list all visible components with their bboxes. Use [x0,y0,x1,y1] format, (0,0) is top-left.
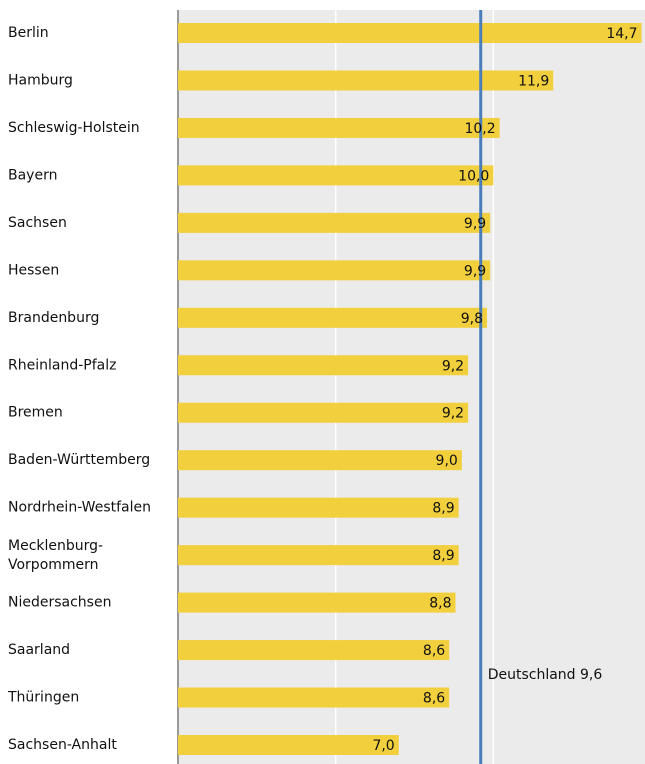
bar [178,307,488,328]
y-tick-label: Sachsen [8,215,67,231]
bar [178,23,642,43]
value-label: 10,0 [458,168,489,184]
value-label: 8,9 [432,548,454,564]
value-label: 9,2 [442,406,464,422]
y-tick-label: Nordrhein-Westfalen [8,500,151,516]
value-label: 8,8 [429,596,451,612]
bar [178,70,554,91]
y-tick-label: Berlin [8,25,49,41]
y-tick-label: Schleswig-Holstein [8,120,140,136]
value-label: 9,9 [464,263,486,279]
bar [178,497,459,518]
bar [178,212,491,233]
y-tick-label: Hamburg [8,72,73,88]
y-tick-label: Thüringen [7,690,79,706]
bar [178,592,456,613]
y-tick-label: Sachsen-Anhalt [8,737,117,753]
y-tick-label: Rheinland-Pfalz [8,357,116,373]
y-tick-label: Hessen [8,262,59,278]
bar [178,545,459,566]
value-label: 9,9 [464,216,486,232]
value-label: 10,2 [464,121,495,137]
value-label: 9,8 [461,311,483,327]
value-label: 8,9 [432,501,454,517]
bar [178,402,469,423]
y-tick-label: Bremen [8,405,63,421]
value-label: 9,2 [442,358,464,374]
value-label: 9,0 [436,453,458,469]
value-label: 7,0 [372,738,394,754]
y-tick-label: Saarland [8,642,70,658]
bar [178,735,399,755]
bar [178,687,450,708]
bar [178,117,500,138]
y-tick-label: Bayern [8,167,57,183]
value-label: 8,6 [423,643,445,659]
bar [178,355,469,376]
y-tick-label: Baden-Württemberg [8,452,150,468]
value-label: 11,9 [518,73,549,89]
bar [178,450,462,471]
bar [178,260,491,281]
reference-label: Deutschland 9,6 [488,667,603,683]
y-tick-label: Mecklenburg-Vorpommern [8,538,103,573]
value-label: 14,7 [606,26,637,42]
bar [178,640,450,661]
y-tick-label: Brandenburg [8,310,99,326]
value-label: 8,6 [423,691,445,707]
y-tick-label: Niedersachsen [8,595,111,611]
bar [178,165,494,186]
